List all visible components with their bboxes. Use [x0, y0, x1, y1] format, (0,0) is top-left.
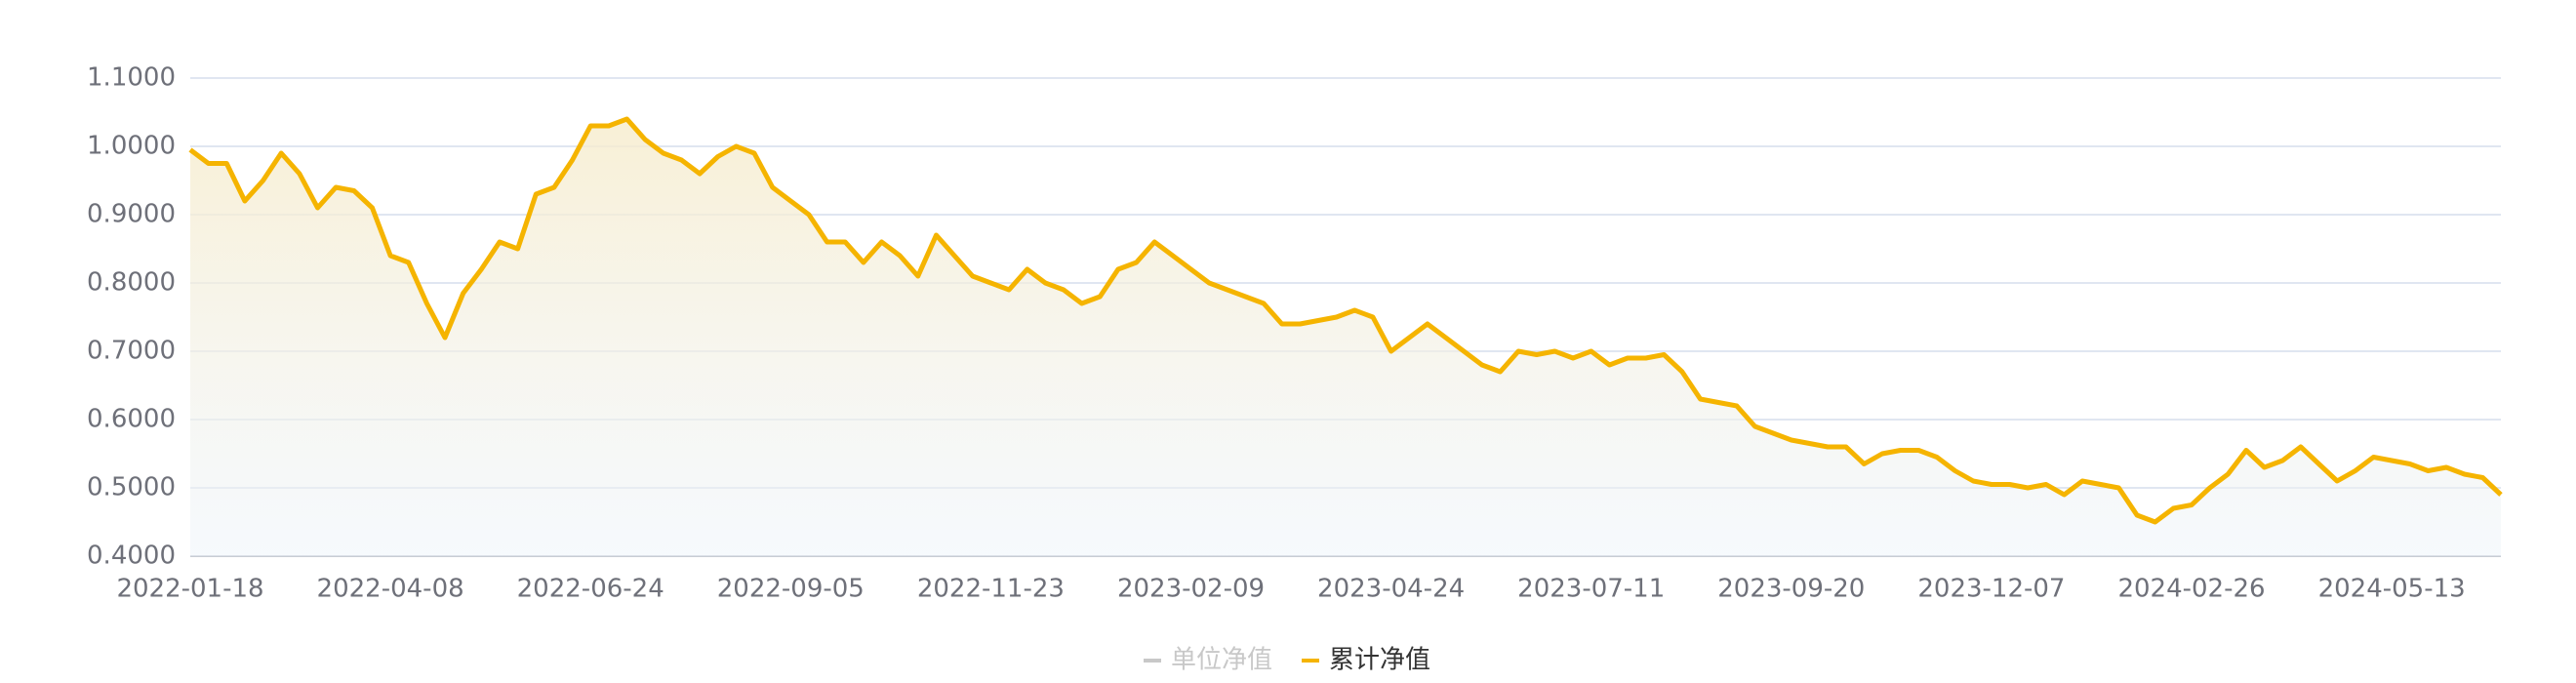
legend-label[interactable]: 累计净值	[1329, 646, 1430, 675]
y-tick-label: 1.1000	[87, 63, 176, 93]
x-tick-label: 2024-05-13	[2318, 575, 2466, 604]
area	[190, 119, 2501, 556]
y-tick-label: 0.6000	[87, 405, 176, 434]
x-tick-label: 2023-04-24	[1317, 575, 1465, 604]
x-tick-label: 2023-12-07	[1917, 575, 2065, 604]
x-tick-label: 2022-01-18	[116, 575, 263, 604]
line	[188, 116, 2503, 525]
x-tick-label: 2024-02-26	[2117, 575, 2265, 604]
legend-label[interactable]: 单位净值	[1171, 646, 1272, 675]
y-tick-label: 1.0000	[87, 132, 176, 161]
y-tick-label: 0.8000	[87, 268, 176, 298]
x-tick-label: 2023-02-09	[1117, 575, 1265, 604]
x-tick-label: 2023-09-20	[1717, 575, 1865, 604]
x-tick-label: 2022-04-08	[317, 575, 464, 604]
x-tick-label: 2023-07-11	[1517, 575, 1665, 604]
y-tick-label: 0.9000	[87, 200, 176, 229]
y-tick-label: 0.5000	[87, 473, 176, 502]
y-tick-label: 0.7000	[87, 337, 176, 366]
x-tick-label: 2022-11-23	[917, 575, 1065, 604]
y-tick-label: 0.4000	[87, 542, 176, 571]
x-tick-label: 2022-09-05	[717, 575, 865, 604]
x-tick-label: 2022-06-24	[517, 575, 664, 604]
